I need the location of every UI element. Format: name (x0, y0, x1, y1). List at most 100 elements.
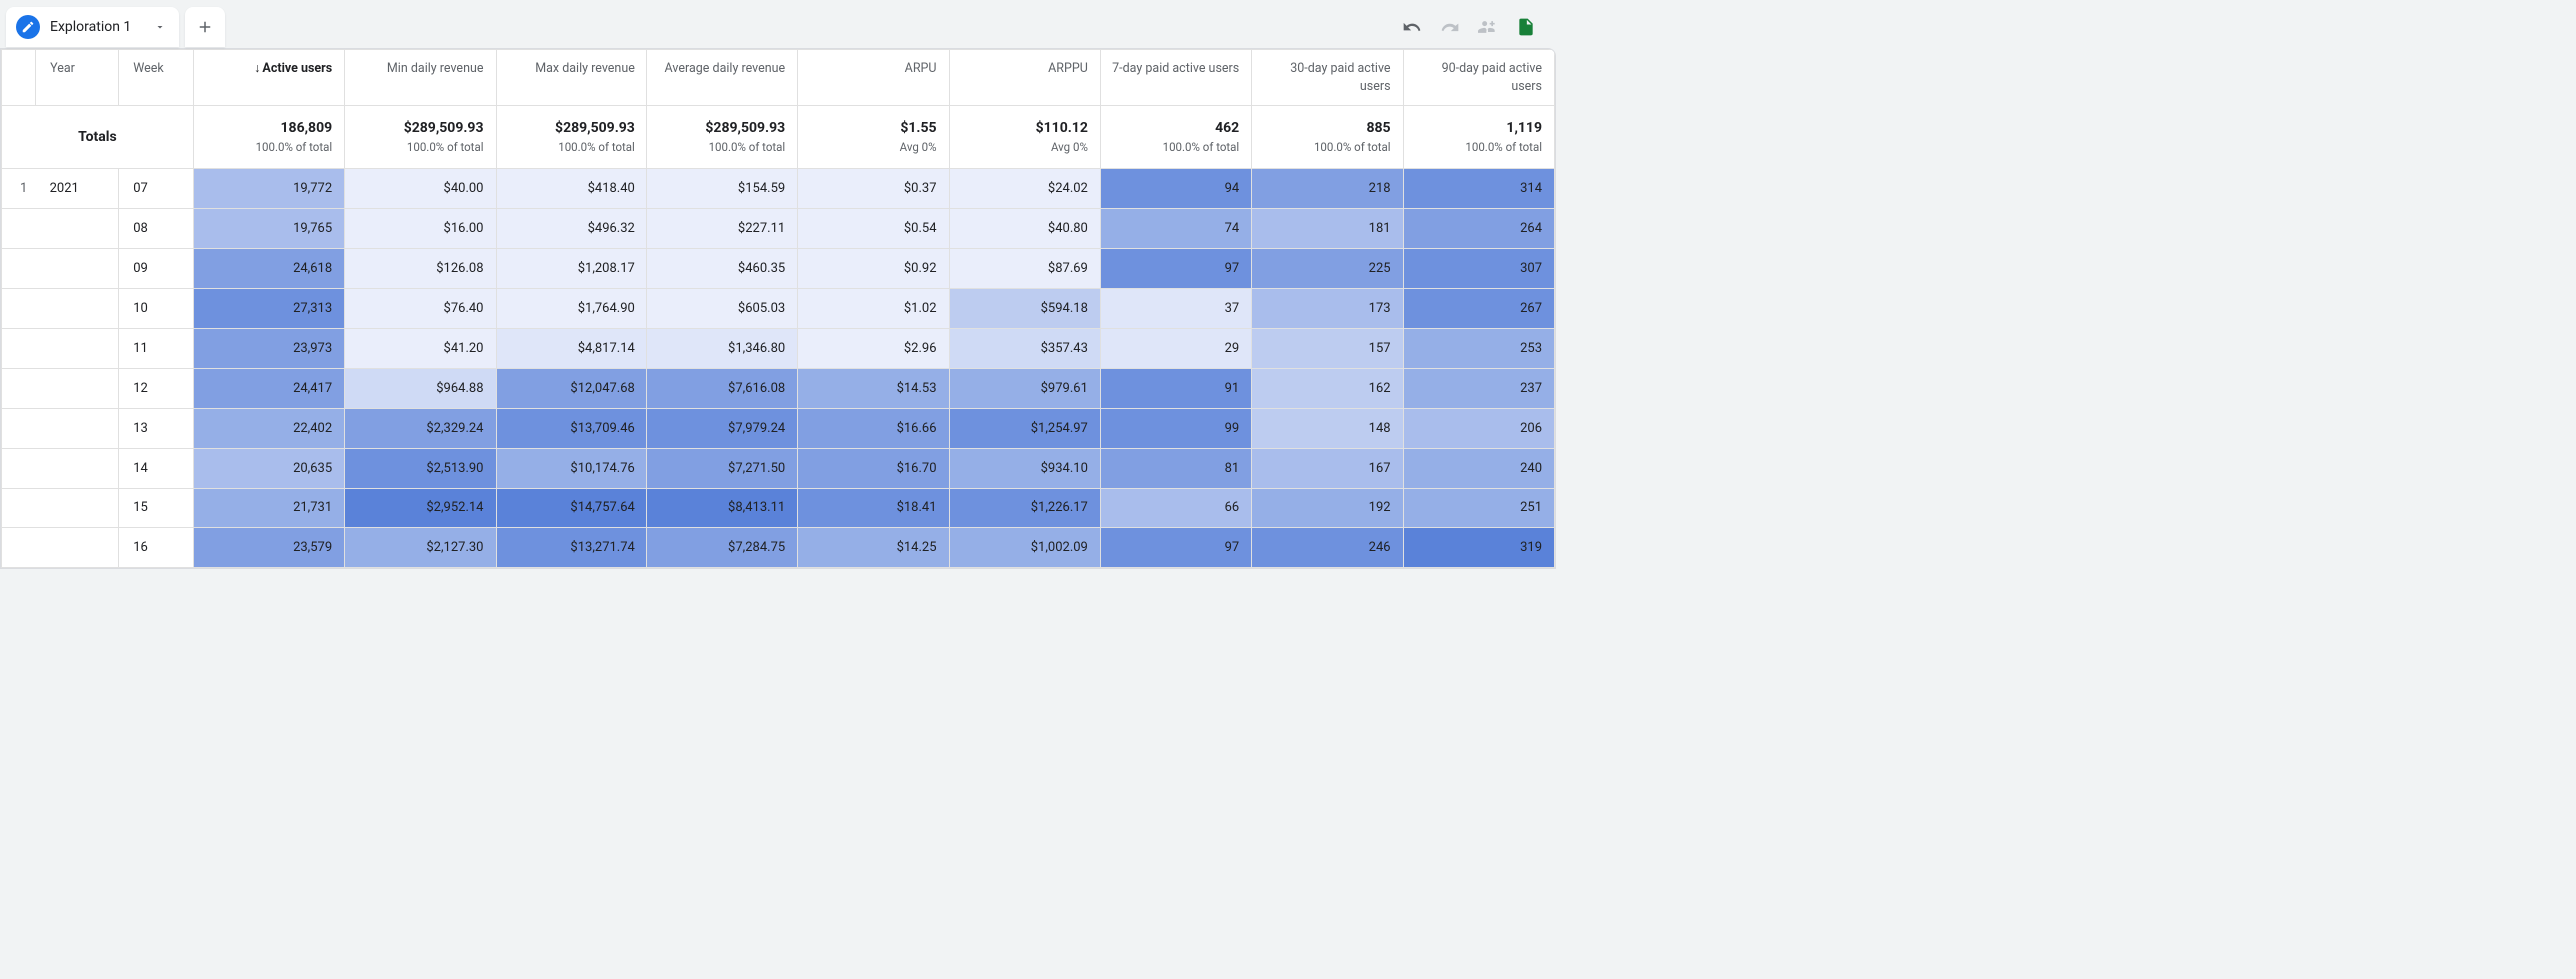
table-row[interactable]: 120210719,772$40.00$418.40$154.59$0.37$2… (2, 169, 1555, 209)
table-row[interactable]: 1322,402$2,329.24$13,709.46$7,979.24$16.… (2, 409, 1555, 449)
cell-max_rev: $13,271.74 (496, 528, 646, 568)
header-arpu[interactable]: ARPU (798, 50, 949, 106)
row-idx (2, 209, 36, 249)
toolbar (1400, 15, 1550, 39)
pencil-icon (16, 15, 40, 39)
cell-arpu: $2.96 (798, 329, 949, 369)
cell-pau90: 240 (1403, 449, 1554, 489)
cell-min_rev: $76.40 (345, 289, 496, 329)
cell-min_rev: $2,329.24 (345, 409, 496, 449)
cell-pau7: 99 (1100, 409, 1251, 449)
redo-icon[interactable] (1438, 15, 1462, 39)
header-row: YearWeek↓Active usersMin daily revenueMa… (2, 50, 1555, 106)
cell-pau7: 91 (1100, 369, 1251, 409)
cell-arpu: $16.70 (798, 449, 949, 489)
header-min_rev[interactable]: Min daily revenue (345, 50, 496, 106)
row-year (36, 449, 119, 489)
cell-pau7: 37 (1100, 289, 1251, 329)
cell-avg_rev: $7,616.08 (646, 369, 797, 409)
cell-pau90: 253 (1403, 329, 1554, 369)
cell-min_rev: $2,127.30 (345, 528, 496, 568)
header-pau30[interactable]: 30-day paid active users (1252, 50, 1403, 106)
cell-pau90: 314 (1403, 169, 1554, 209)
cell-active_users: 19,765 (193, 209, 344, 249)
cell-active_users: 22,402 (193, 409, 344, 449)
cell-active_users: 23,973 (193, 329, 344, 369)
header-idx[interactable] (2, 50, 36, 106)
table-row[interactable]: 1420,635$2,513.90$10,174.76$7,271.50$16.… (2, 449, 1555, 489)
table-row[interactable]: 1123,973$41.20$4,817.14$1,346.80$2.96$35… (2, 329, 1555, 369)
totals-label: Totals (2, 106, 194, 169)
row-week: 12 (119, 369, 194, 409)
cell-arppu: $40.80 (949, 209, 1100, 249)
cell-min_rev: $40.00 (345, 169, 496, 209)
header-pau90[interactable]: 90-day paid active users (1403, 50, 1554, 106)
row-year (36, 249, 119, 289)
cell-arppu: $87.69 (949, 249, 1100, 289)
cell-arpu: $0.37 (798, 169, 949, 209)
cell-min_rev: $2,513.90 (345, 449, 496, 489)
row-week: 09 (119, 249, 194, 289)
exploration-app: Exploration 1 (0, 0, 1556, 569)
cell-arpu: $0.54 (798, 209, 949, 249)
row-idx (2, 449, 36, 489)
totals-active_users: 186,809100.0% of total (193, 106, 344, 169)
undo-icon[interactable] (1400, 15, 1424, 39)
tab-menu-caret[interactable] (151, 18, 169, 36)
header-pau7[interactable]: 7-day paid active users (1100, 50, 1251, 106)
data-sheet: YearWeek↓Active usersMin daily revenueMa… (0, 48, 1556, 569)
totals-max_rev: $289,509.93100.0% of total (496, 106, 646, 169)
row-year (36, 489, 119, 528)
table-row[interactable]: 1521,731$2,952.14$14,757.64$8,413.11$18.… (2, 489, 1555, 528)
row-year (36, 329, 119, 369)
cell-pau30: 162 (1252, 369, 1403, 409)
header-week[interactable]: Week (119, 50, 194, 106)
header-arppu[interactable]: ARPPU (949, 50, 1100, 106)
cell-pau7: 81 (1100, 449, 1251, 489)
row-idx (2, 528, 36, 568)
header-year[interactable]: Year (36, 50, 119, 106)
cell-arpu: $1.02 (798, 289, 949, 329)
cell-avg_rev: $8,413.11 (646, 489, 797, 528)
cell-pau90: 237 (1403, 369, 1554, 409)
row-year (36, 289, 119, 329)
row-idx (2, 329, 36, 369)
table-row[interactable]: 1027,313$76.40$1,764.90$605.03$1.02$594.… (2, 289, 1555, 329)
cell-arppu: $979.61 (949, 369, 1100, 409)
cell-arpu: $18.41 (798, 489, 949, 528)
row-week: 08 (119, 209, 194, 249)
table-row[interactable]: 0924,618$126.08$1,208.17$460.35$0.92$87.… (2, 249, 1555, 289)
header-max_rev[interactable]: Max daily revenue (496, 50, 646, 106)
totals-arpu: $1.55Avg 0% (798, 106, 949, 169)
table-row[interactable]: 0819,765$16.00$496.32$227.11$0.54$40.807… (2, 209, 1555, 249)
table-row[interactable]: 1224,417$964.88$12,047.68$7,616.08$14.53… (2, 369, 1555, 409)
totals-pau7: 462100.0% of total (1100, 106, 1251, 169)
cell-pau30: 157 (1252, 329, 1403, 369)
cell-min_rev: $2,952.14 (345, 489, 496, 528)
add-tab-button[interactable] (185, 7, 225, 47)
totals-pau30: 885100.0% of total (1252, 106, 1403, 169)
totals-avg_rev: $289,509.93100.0% of total (646, 106, 797, 169)
table-row[interactable]: 1623,579$2,127.30$13,271.74$7,284.75$14.… (2, 528, 1555, 568)
cell-max_rev: $13,709.46 (496, 409, 646, 449)
exploration-tab[interactable]: Exploration 1 (6, 7, 179, 47)
cell-min_rev: $41.20 (345, 329, 496, 369)
export-icon[interactable] (1514, 15, 1538, 39)
cell-pau7: 97 (1100, 249, 1251, 289)
header-active_users[interactable]: ↓Active users (193, 50, 344, 106)
row-idx (2, 489, 36, 528)
cell-avg_rev: $1,346.80 (646, 329, 797, 369)
cell-arppu: $1,254.97 (949, 409, 1100, 449)
cell-arppu: $594.18 (949, 289, 1100, 329)
cell-arpu: $16.66 (798, 409, 949, 449)
share-users-icon[interactable] (1476, 15, 1500, 39)
cell-arppu: $1,002.09 (949, 528, 1100, 568)
row-week: 14 (119, 449, 194, 489)
cell-arpu: $0.92 (798, 249, 949, 289)
cell-arppu: $357.43 (949, 329, 1100, 369)
header-avg_rev[interactable]: Average daily revenue (646, 50, 797, 106)
cell-max_rev: $14,757.64 (496, 489, 646, 528)
cell-pau90: 206 (1403, 409, 1554, 449)
cell-max_rev: $12,047.68 (496, 369, 646, 409)
row-idx (2, 289, 36, 329)
